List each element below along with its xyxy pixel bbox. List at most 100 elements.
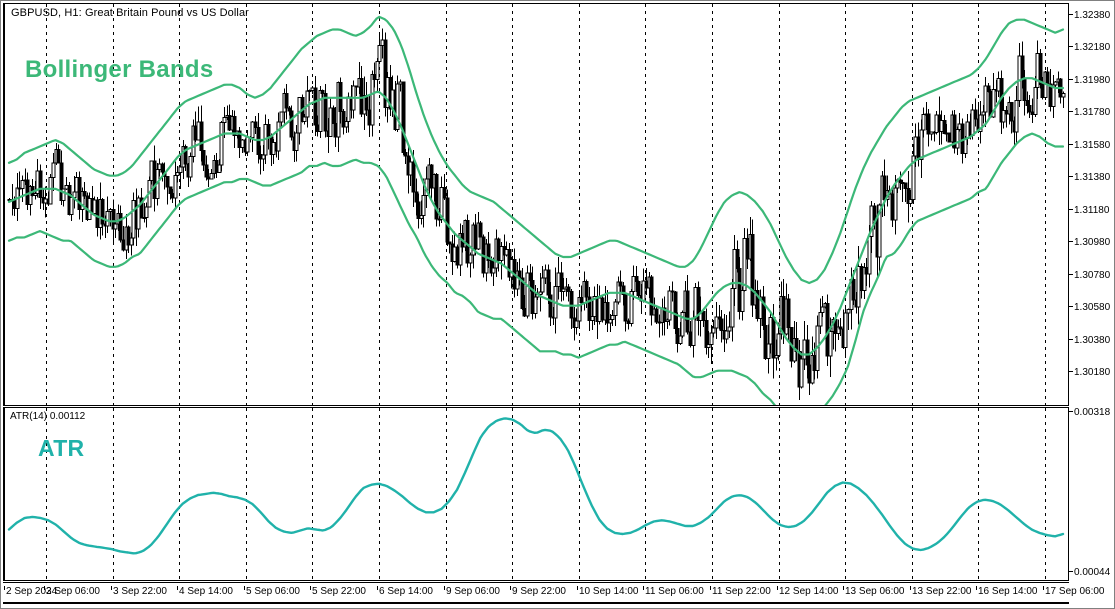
tick-mark bbox=[1043, 586, 1044, 590]
tick-mark bbox=[1069, 571, 1073, 573]
time-axis-label: 2 Sep 2024 bbox=[4, 586, 57, 597]
time-axis-label: 5 Sep 22:00 bbox=[310, 586, 366, 597]
tick-mark bbox=[510, 586, 511, 590]
time-axis-label-text: 6 Sep 14:00 bbox=[379, 586, 433, 597]
time-axis-label-text: 9 Sep 06:00 bbox=[446, 586, 500, 597]
time-axis-label-text: 12 Sep 14:00 bbox=[779, 586, 839, 597]
price-y-tick: 1.30380 bbox=[1069, 334, 1111, 346]
tick-mark bbox=[310, 586, 311, 590]
time-axis-label-text: 3 Sep 22:00 bbox=[113, 586, 167, 597]
time-axis-label-text: 11 Sep 06:00 bbox=[645, 586, 704, 597]
tick-mark bbox=[1069, 13, 1073, 15]
price-y-tick: 1.31180 bbox=[1069, 204, 1110, 216]
tick-mark bbox=[1069, 208, 1073, 210]
tick-mark bbox=[777, 586, 778, 590]
tick-mark bbox=[1069, 338, 1073, 340]
atr-plot-area[interactable]: ATR(14) 0.00112 ATR bbox=[3, 407, 1069, 581]
time-axis-label-text: 13 Sep 22:00 bbox=[912, 586, 972, 597]
time-axis-label: 6 Sep 14:00 bbox=[377, 586, 433, 597]
price-y-tick-label: 1.31580 bbox=[1074, 139, 1111, 151]
price-y-tick-label: 1.32380 bbox=[1074, 9, 1111, 21]
time-axis-label-text: 5 Sep 22:00 bbox=[312, 586, 366, 597]
time-axis-label: 16 Sep 14:00 bbox=[976, 586, 1038, 597]
time-axis-label: 9 Sep 22:00 bbox=[510, 586, 566, 597]
price-y-tick-label: 1.31380 bbox=[1074, 172, 1111, 183]
price-y-tick: 1.31980 bbox=[1069, 74, 1111, 86]
time-axis-top-rule bbox=[3, 582, 1069, 583]
tick-mark bbox=[1069, 143, 1073, 145]
price-y-tick-label: 1.30580 bbox=[1074, 302, 1111, 313]
price-y-tick-label: 1.31180 bbox=[1074, 204, 1110, 216]
tick-mark bbox=[1069, 273, 1073, 275]
price-y-tick: 1.31780 bbox=[1069, 108, 1110, 118]
price-plot-area[interactable]: GBPUSD, H1: Great Britain Pound vs US Do… bbox=[3, 3, 1069, 406]
time-axis-label: 13 Sep 22:00 bbox=[910, 586, 972, 597]
price-y-tick-label: 1.30380 bbox=[1074, 334, 1111, 346]
tick-mark bbox=[1069, 241, 1073, 243]
tick-mark bbox=[177, 586, 178, 590]
tick-mark bbox=[910, 586, 911, 590]
price-y-tick: 1.30580 bbox=[1069, 303, 1110, 313]
price-y-tick: 1.30980 bbox=[1069, 238, 1110, 248]
time-axis-label: 10 Sep 14:00 bbox=[577, 586, 639, 597]
tick-mark bbox=[44, 586, 45, 590]
price-y-tick: 1.30180 bbox=[1069, 368, 1110, 378]
price-y-tick-label: 1.32180 bbox=[1074, 42, 1111, 53]
tick-mark bbox=[4, 586, 5, 590]
chart-title: GBPUSD, H1: Great Britain Pound vs US Do… bbox=[11, 7, 249, 19]
price-y-tick-label: 1.31780 bbox=[1074, 107, 1111, 118]
tick-mark bbox=[1069, 46, 1073, 48]
atr-indicator-panel[interactable]: ATR(14) 0.00112 ATR 0.00318 0.00044 bbox=[3, 407, 1114, 581]
time-axis-label-text: 16 Sep 14:00 bbox=[978, 586, 1038, 597]
time-axis-label: 5 Sep 06:00 bbox=[244, 586, 300, 597]
tick-mark bbox=[377, 586, 378, 590]
bollinger-bands-watermark: Bollinger Bands bbox=[25, 56, 214, 83]
price-chart-panel[interactable]: GBPUSD, H1: Great Britain Pound vs US Do… bbox=[3, 3, 1114, 406]
time-axis-label-text: 4 Sep 14:00 bbox=[179, 586, 233, 597]
tick-mark bbox=[111, 586, 112, 590]
atr-y-tick: 0.00044 bbox=[1069, 568, 1110, 578]
tick-mark bbox=[1069, 411, 1073, 413]
tick-mark bbox=[843, 586, 844, 590]
tick-mark bbox=[1069, 371, 1073, 373]
time-axis-label-text: 11 Sep 22:00 bbox=[712, 586, 771, 597]
tick-mark bbox=[1069, 306, 1073, 308]
time-axis-label-text: 17 Sep 06:00 bbox=[1045, 586, 1105, 597]
atr-y-tick-label: 0.00318 bbox=[1074, 407, 1111, 418]
price-y-axis: 1.32380 1.32180 1.31980 1.31780 1.31580 1.313… bbox=[1069, 3, 1114, 406]
time-axis-label: 3 Sep 22:00 bbox=[111, 586, 167, 597]
time-axis-label: 9 Sep 06:00 bbox=[444, 586, 500, 597]
tick-mark bbox=[577, 586, 578, 590]
tick-mark bbox=[643, 586, 644, 590]
time-axis-label: 4 Sep 14:00 bbox=[177, 586, 233, 597]
tick-mark bbox=[444, 586, 445, 590]
atr-watermark: ATR bbox=[38, 435, 85, 461]
price-y-tick: 1.31380 bbox=[1069, 173, 1110, 183]
time-axis-label: 11 Sep 06:00 bbox=[643, 586, 704, 597]
time-axis-label: 11 Sep 22:00 bbox=[710, 586, 771, 597]
price-y-tick: 1.31580 bbox=[1069, 139, 1111, 151]
price-chart-svg bbox=[7, 4, 1066, 405]
tick-mark bbox=[1069, 176, 1073, 178]
price-y-tick: 1.32180 bbox=[1069, 43, 1110, 53]
time-axis-label-text: 10 Sep 14:00 bbox=[579, 586, 639, 597]
time-axis-label: 3 Sep 06:00 bbox=[44, 586, 100, 597]
atr-y-tick-label: 0.00044 bbox=[1074, 567, 1111, 578]
atr-legend-label: ATR(14) 0.00112 bbox=[10, 411, 86, 422]
atr-chart-svg bbox=[7, 408, 1065, 580]
tick-mark bbox=[244, 586, 245, 590]
price-y-tick-label: 1.30780 bbox=[1074, 269, 1111, 281]
time-axis-label-text: 3 Sep 06:00 bbox=[46, 586, 100, 597]
time-axis-label: 17 Sep 06:00 bbox=[1043, 586, 1105, 597]
time-axis: 2 Sep 2024 3 Sep 06:00 3 Sep 22:00 4 Sep 14… bbox=[3, 582, 1114, 608]
time-axis-label-text: 9 Sep 22:00 bbox=[512, 586, 566, 597]
atr-y-axis: 0.00318 0.00044 bbox=[1069, 407, 1114, 581]
price-y-tick-label: 1.30180 bbox=[1074, 367, 1111, 378]
time-axis-bottom-rule bbox=[3, 602, 1069, 604]
price-y-tick: 1.30780 bbox=[1069, 269, 1111, 281]
time-axis-label: 12 Sep 14:00 bbox=[777, 586, 839, 597]
time-axis-label: 13 Sep 06:00 bbox=[843, 586, 905, 597]
tick-mark bbox=[710, 586, 711, 590]
price-y-tick-label: 1.31980 bbox=[1074, 74, 1111, 86]
